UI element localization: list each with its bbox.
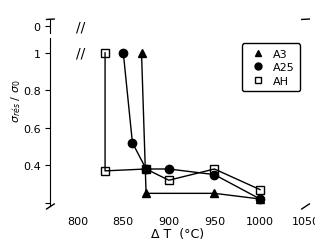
X-axis label: Δ T  (°C): Δ T (°C): [152, 227, 204, 240]
Text: //: //: [77, 47, 86, 60]
Text: //: //: [77, 20, 86, 34]
Legend: A3, A25, AH: A3, A25, AH: [242, 44, 300, 92]
Text: $\sigma_{rés}$ / $\sigma_0$: $\sigma_{rés}$ / $\sigma_0$: [9, 79, 23, 122]
